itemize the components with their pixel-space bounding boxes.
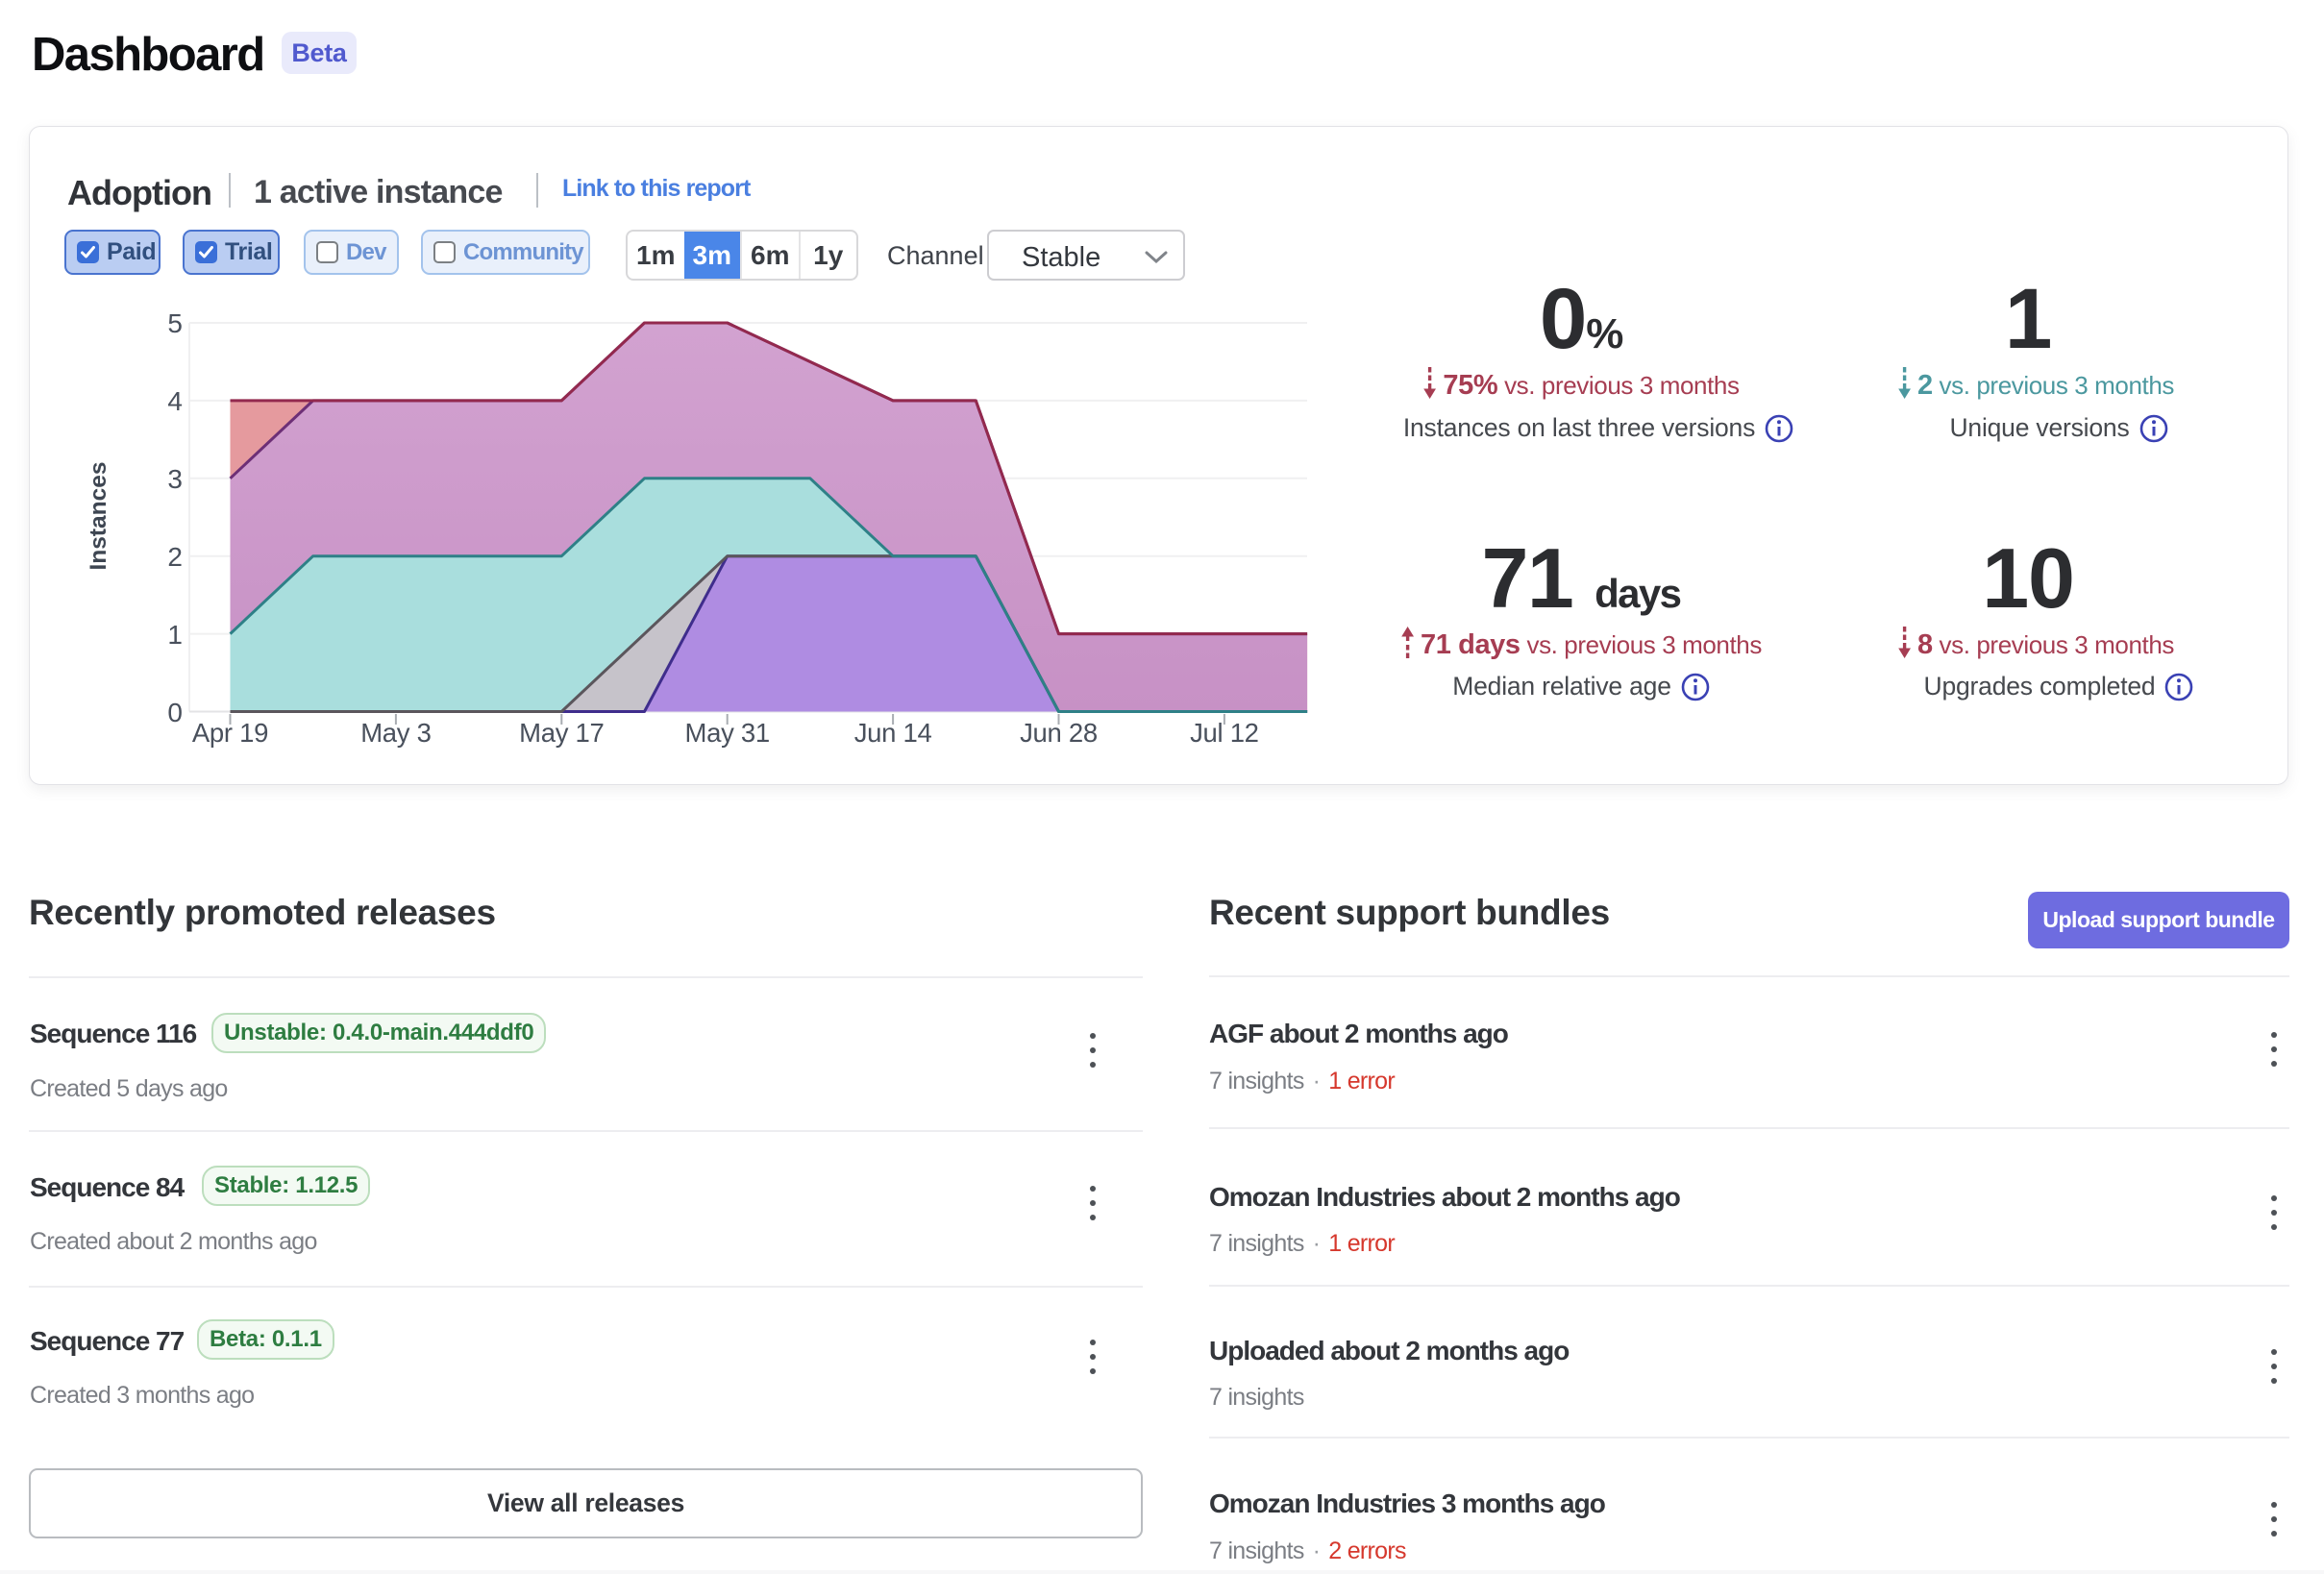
svg-text:Jun 28: Jun 28	[1020, 718, 1098, 748]
svg-text:Jul 12: Jul 12	[1190, 718, 1259, 748]
svg-text:4: 4	[167, 386, 183, 416]
svg-text:May 3: May 3	[360, 718, 431, 748]
svg-text:Apr 19: Apr 19	[192, 718, 268, 748]
svg-text:2: 2	[167, 542, 183, 572]
svg-text:Jun 14: Jun 14	[854, 718, 932, 748]
svg-text:0: 0	[167, 698, 183, 727]
svg-text:1: 1	[167, 620, 183, 650]
svg-text:Instances: Instances	[86, 461, 111, 570]
svg-text:May 17: May 17	[519, 718, 604, 748]
svg-text:May 31: May 31	[685, 718, 770, 748]
svg-text:3: 3	[167, 464, 183, 494]
svg-text:5: 5	[167, 308, 183, 338]
